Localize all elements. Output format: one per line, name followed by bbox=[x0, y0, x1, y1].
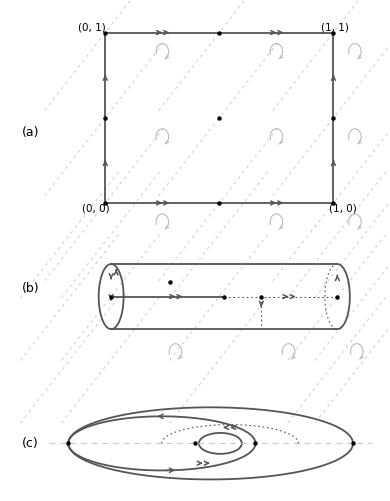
Text: (b): (b) bbox=[21, 282, 39, 295]
Text: (a): (a) bbox=[21, 126, 39, 139]
Text: (1, 0): (1, 0) bbox=[329, 204, 357, 214]
Text: (0, 1): (0, 1) bbox=[78, 23, 106, 33]
Text: (1, 1): (1, 1) bbox=[321, 23, 349, 33]
Text: (0, 0): (0, 0) bbox=[82, 204, 109, 214]
Text: (c): (c) bbox=[21, 437, 38, 450]
